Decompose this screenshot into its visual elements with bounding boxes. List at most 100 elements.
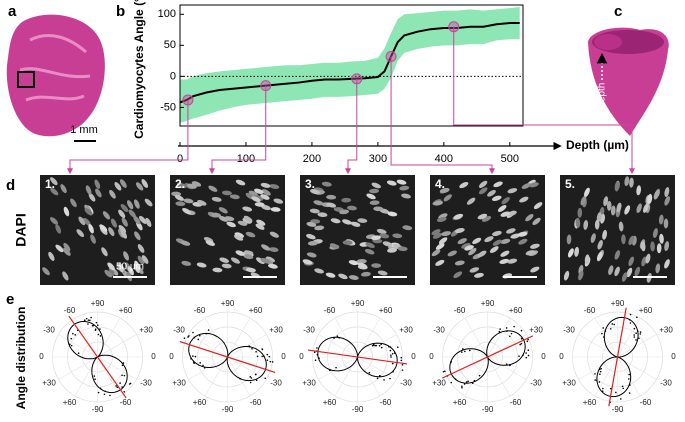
sample-dot: [90, 316, 92, 319]
sample-dot: [239, 377, 241, 380]
nucleus: [596, 212, 602, 223]
nucleus: [487, 190, 496, 197]
nucleus: [365, 242, 375, 249]
sample-dot: [121, 374, 123, 377]
polar-angle-label: -30: [303, 326, 315, 335]
nucleus: [243, 254, 254, 260]
nucleus: [55, 244, 64, 253]
polar-spoke: [58, 334, 98, 358]
nucleus: [373, 206, 384, 212]
nucleus: [78, 216, 86, 226]
sample-dot: [261, 348, 263, 350]
nucleus: [144, 198, 153, 207]
nucleus: [342, 240, 353, 245]
sample-dot: [199, 362, 202, 364]
nucleus: [180, 240, 191, 246]
sample-dot: [604, 330, 607, 332]
nucleus: [235, 250, 246, 256]
nucleus: [659, 233, 664, 244]
nucleus: [83, 217, 91, 226]
sample-dot: [94, 329, 97, 332]
sample-dot: [598, 381, 601, 383]
nucleus: [439, 187, 450, 193]
depth-label: Depth: [597, 83, 608, 110]
sample-dot: [391, 352, 394, 355]
x-tick-label: 100: [237, 153, 255, 165]
image-number: 2.: [175, 177, 185, 191]
sample-dot: [268, 355, 271, 358]
sample-dot: [103, 393, 106, 396]
nucleus: [218, 207, 228, 214]
polar-angle-label: +30: [269, 326, 283, 335]
sample-dot: [628, 392, 631, 394]
polar-spoke: [487, 356, 527, 380]
highlight-marker: [182, 94, 194, 106]
polar-angle-label: -90: [482, 405, 494, 414]
nucleus: [218, 215, 228, 222]
sample-dot: [599, 370, 602, 373]
polar-spoke: [58, 356, 98, 380]
sample-dot: [389, 349, 392, 352]
nucleus: [329, 243, 340, 249]
sample-dot: [601, 390, 604, 393]
nucleus: [330, 218, 341, 224]
sample-dot: [611, 323, 614, 325]
nucleus: [120, 203, 129, 212]
polar-spoke: [97, 356, 121, 397]
sample-dot: [383, 379, 385, 381]
nucleus: [137, 255, 145, 265]
nucleus: [357, 218, 368, 223]
sample-dot: [104, 390, 106, 393]
polar-spoke: [487, 356, 511, 397]
polar-angle-label: +30: [139, 326, 153, 335]
std-band: [180, 6, 520, 123]
nucleus: [435, 243, 445, 250]
sample-dot: [251, 347, 253, 350]
nucleus: [603, 196, 609, 207]
nucleus: [382, 241, 393, 247]
sample-dot: [70, 337, 73, 340]
nucleus: [309, 208, 320, 214]
nucleus: [402, 225, 413, 231]
sample-dot: [636, 316, 638, 319]
nucleus: [614, 250, 621, 260]
sample-dot: [91, 324, 94, 327]
nucleus: [94, 179, 101, 189]
sample-dot: [628, 373, 630, 376]
sample-dot: [465, 381, 468, 383]
nucleus: [614, 181, 620, 192]
sample-dot: [396, 346, 399, 348]
image-number: 3.: [305, 177, 315, 191]
nucleus: [254, 188, 264, 194]
sample-dot: [266, 353, 269, 356]
nucleus: [350, 221, 361, 227]
polar-angle-label: -90: [612, 405, 624, 414]
nucleus: [655, 263, 661, 274]
nucleus: [501, 197, 510, 205]
sample-dot: [522, 354, 524, 356]
nucleus: [261, 189, 271, 196]
nucleus: [596, 251, 603, 262]
nucleus: [135, 182, 144, 191]
nucleus: [76, 229, 85, 238]
sample-dot: [594, 373, 596, 375]
sample-dot: [509, 364, 511, 366]
nucleus: [108, 266, 115, 277]
nucleus: [107, 262, 115, 271]
nucleus: [590, 233, 596, 243]
polar-angle-label: -30: [563, 326, 575, 335]
nucleus: [371, 182, 381, 189]
polar-angle-label: -60: [250, 398, 262, 407]
connector: [345, 78, 358, 175]
sample-dot: [467, 380, 469, 383]
sample-dot: [393, 352, 396, 354]
polar-angle-label: -30: [43, 326, 55, 335]
tissue-texture: [19, 34, 91, 102]
sample-dot: [193, 362, 195, 365]
y-axis-label: Cardiomyocytes Angle (°): [132, 0, 146, 139]
polar-angle-label: +60: [119, 306, 133, 315]
nucleus: [474, 272, 484, 278]
polar-angle-label: 0: [281, 352, 286, 361]
nucleus: [127, 266, 134, 276]
nucleus: [431, 229, 441, 236]
